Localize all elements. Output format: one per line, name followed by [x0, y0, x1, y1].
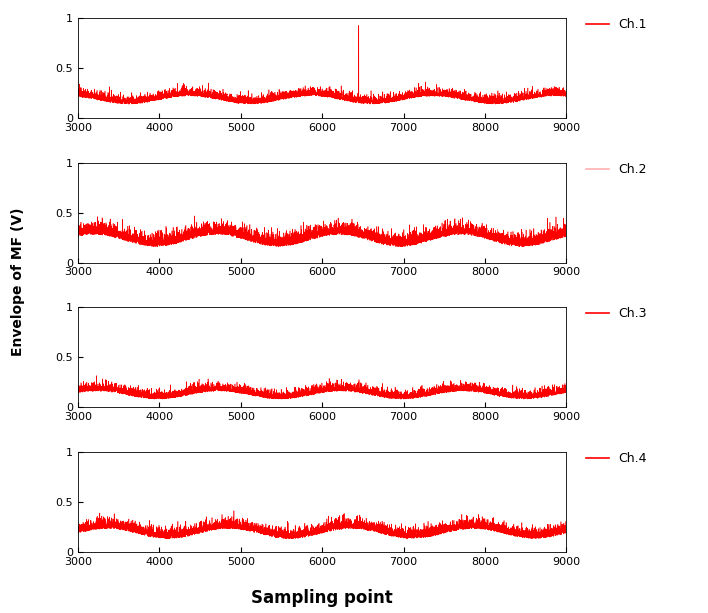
- Legend: Ch.2: Ch.2: [581, 158, 652, 181]
- Legend: Ch.1: Ch.1: [581, 13, 652, 36]
- Text: Envelope of MF (V): Envelope of MF (V): [11, 208, 25, 356]
- Text: Sampling point: Sampling point: [251, 588, 393, 607]
- Legend: Ch.4: Ch.4: [581, 447, 652, 470]
- Legend: Ch.3: Ch.3: [581, 302, 652, 326]
